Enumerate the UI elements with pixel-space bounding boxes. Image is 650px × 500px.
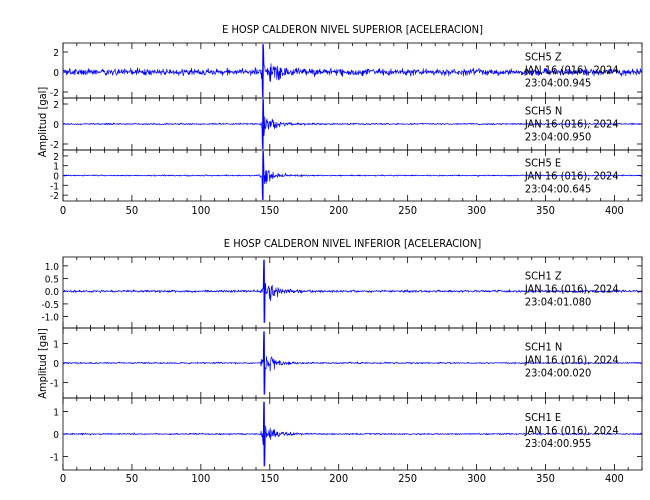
- y-tick-label: -0.5: [41, 300, 59, 311]
- time-label: 23:04:00.645: [525, 182, 591, 195]
- date-label: JAN 16 (016), 2024: [524, 283, 619, 296]
- y-tick-label: -1.0: [41, 313, 59, 324]
- y-tick-label: -2: [50, 191, 59, 202]
- panel-title: E HOSP CALDERON NIVEL INFERIOR [ACELERAC…: [224, 237, 482, 250]
- time-label: 23:04:00.945: [525, 77, 591, 90]
- waveform-sch1-n: [62, 331, 643, 395]
- x-tick-label: 50: [126, 204, 139, 217]
- x-tick-label: 400: [605, 204, 624, 217]
- y-tick-label: 1.0: [45, 262, 60, 273]
- y-tick-label: 0.0: [45, 287, 60, 298]
- station-component-label: SCH1 Z: [525, 270, 562, 283]
- x-tick-label: 100: [191, 204, 210, 217]
- y-tick-label: 0: [53, 359, 59, 370]
- y-tick-label: 0: [53, 172, 59, 183]
- y-tick-label: 0.5: [45, 275, 59, 286]
- y-tick-label: -2: [50, 140, 59, 151]
- x-tick-label: 50: [126, 472, 139, 485]
- waveform-sch1-z: [62, 259, 643, 323]
- station-component-label: SCH5 Z: [525, 51, 562, 64]
- x-tick-label: 200: [329, 472, 348, 485]
- waveform-sch5-n: [62, 98, 643, 150]
- x-tick-label: 300: [467, 472, 486, 485]
- date-label: JAN 16 (016), 2024: [524, 118, 619, 131]
- station-component-label: SCH5 E: [525, 156, 561, 169]
- x-tick-label: 250: [398, 204, 417, 217]
- y-tick-label: 2: [53, 100, 59, 111]
- y-tick-label: 1: [53, 162, 59, 173]
- x-tick-label: 400: [605, 472, 624, 485]
- y-tick-label: -1: [50, 378, 59, 389]
- waveform-sch1-e: [62, 401, 643, 467]
- x-tick-label: 0: [60, 472, 66, 485]
- station-component-label: SCH1 E: [525, 411, 561, 424]
- y-tick-label: 0: [53, 430, 59, 441]
- y-tick-label: -1: [50, 453, 59, 464]
- time-label: 23:04:00.020: [525, 366, 591, 379]
- x-tick-label: 300: [467, 204, 486, 217]
- x-tick-label: 200: [329, 204, 348, 217]
- x-tick-label: 250: [398, 472, 417, 485]
- y-tick-label: 1: [53, 408, 59, 419]
- time-label: 23:04:00.955: [525, 437, 591, 450]
- date-label: JAN 16 (016), 2024: [524, 353, 619, 366]
- date-label: JAN 16 (016), 2024: [524, 169, 619, 182]
- y-tick-label: 0: [53, 68, 59, 79]
- x-tick-label: 100: [191, 472, 210, 485]
- date-label: JAN 16 (016), 2024: [524, 424, 619, 437]
- x-tick-label: 350: [536, 472, 555, 485]
- y-tick-label: 2: [53, 48, 59, 59]
- waveform-sch5-z: [62, 44, 643, 98]
- y-axis-label: Amplitud [gal]: [36, 328, 49, 399]
- date-label: JAN 16 (016), 2024: [524, 64, 619, 77]
- x-tick-label: 150: [260, 472, 279, 485]
- x-tick-label: 150: [260, 204, 279, 217]
- station-component-label: SCH5 N: [525, 105, 562, 118]
- panel-title: E HOSP CALDERON NIVEL SUPERIOR [ACELERAC…: [222, 23, 483, 36]
- x-tick-label: 350: [536, 204, 555, 217]
- y-axis-label: Amplitud [gal]: [36, 87, 49, 158]
- y-tick-label: 2: [53, 152, 59, 163]
- time-label: 23:04:00.950: [525, 131, 591, 144]
- y-tick-label: -2: [50, 88, 59, 99]
- station-component-label: SCH1 N: [525, 340, 562, 353]
- waveform-sch5-e: [62, 150, 643, 201]
- x-tick-label: 0: [60, 204, 66, 217]
- y-tick-label: 0: [53, 120, 59, 131]
- y-tick-label: 1: [53, 340, 59, 351]
- y-tick-label: -1: [50, 181, 59, 192]
- time-label: 23:04:01.080: [525, 296, 591, 309]
